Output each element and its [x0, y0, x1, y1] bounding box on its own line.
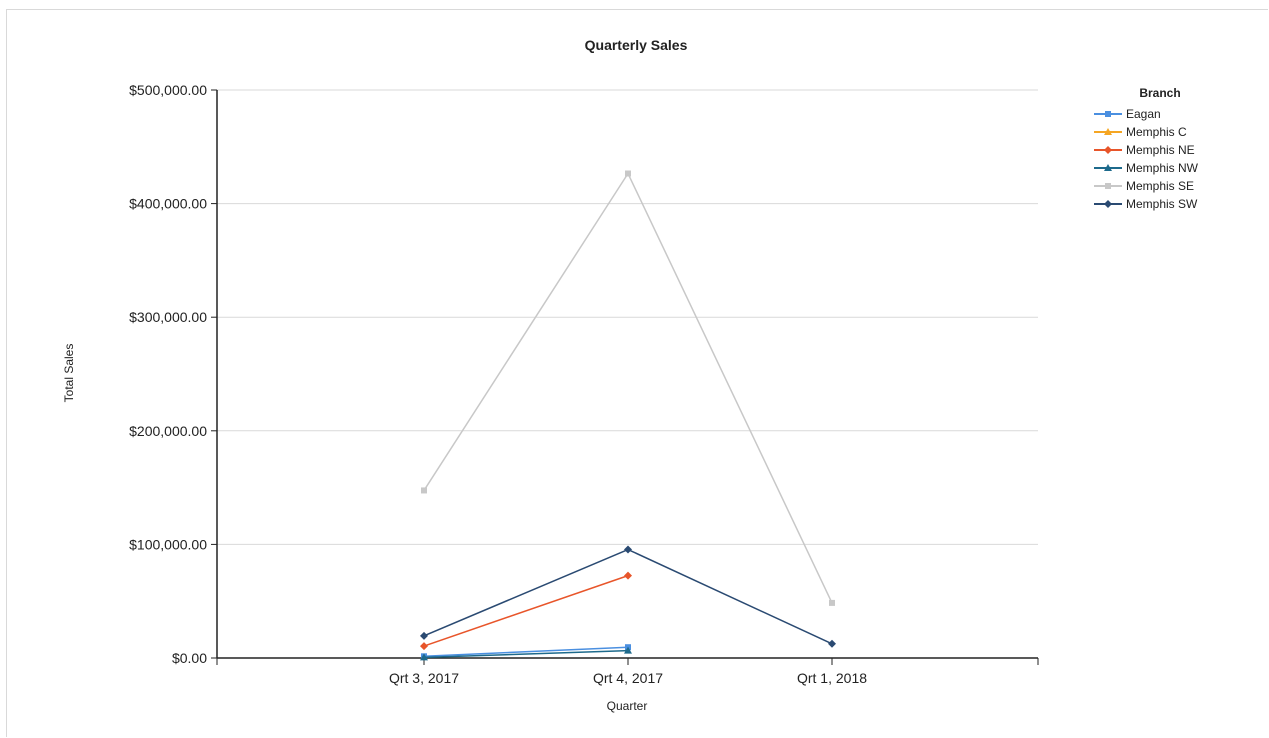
legend-label: Memphis NW [1126, 161, 1199, 175]
legend-item-memphis-nw: Memphis NW [1094, 161, 1199, 175]
legend-title: Branch [1139, 86, 1180, 100]
y-tick-label: $300,000.00 [129, 309, 207, 325]
x-tick-label: Qrt 1, 2018 [797, 670, 867, 686]
legend-item-memphis-c: Memphis C [1094, 125, 1187, 139]
series-line-eagan [423, 646, 629, 658]
x-tick-label: Qrt 4, 2017 [593, 670, 663, 686]
legend-label: Memphis NE [1126, 143, 1195, 157]
legend-item-memphis-se: Memphis SE [1094, 179, 1194, 193]
legend: Branch Eagan Memphis C Memphis NE Memphis N… [1094, 86, 1199, 211]
legend-item-eagan: Eagan [1094, 107, 1161, 121]
x-tick-label: Qrt 3, 2017 [389, 670, 459, 686]
legend-item-memphis-ne: Memphis NE [1094, 143, 1195, 157]
series-memphis-se [421, 170, 835, 606]
legend-label: Memphis C [1126, 125, 1187, 139]
legend-swatch-marker [1104, 146, 1112, 154]
y-tick-label: $0.00 [172, 650, 207, 666]
y-tick-label: $400,000.00 [129, 196, 207, 212]
data-point-memphis-sw [828, 639, 836, 648]
legend-item-memphis-sw: Memphis SW [1094, 197, 1198, 211]
series-line-memphis-se [423, 171, 833, 604]
legend-swatch-marker [1105, 183, 1111, 189]
legend-label: Eagan [1126, 107, 1161, 121]
y-axis-title: Total Sales [62, 344, 76, 403]
y-tick-label: $100,000.00 [129, 536, 207, 552]
data-point-memphis-se [421, 487, 427, 494]
data-point-memphis-ne [624, 571, 632, 580]
gridlines [217, 89, 1038, 545]
legend-label: Memphis SE [1126, 179, 1194, 193]
legend-swatch-marker [1105, 111, 1111, 117]
data-point-memphis-nw [624, 646, 632, 654]
data-point-memphis-nw [420, 653, 428, 661]
y-tick-label: $500,000.00 [129, 82, 207, 98]
series-line-memphis-sw [423, 548, 833, 645]
series-lines [420, 170, 836, 661]
data-point-memphis-ne [420, 642, 428, 651]
y-tick-label: $200,000.00 [129, 423, 207, 439]
legend-swatch-marker [1104, 200, 1112, 208]
legend-swatch-marker [1104, 164, 1112, 171]
legend-swatch-marker [1104, 128, 1112, 135]
axes: $0.00 $100,000.00 $200,000.00 $300,000.00 $4… [129, 82, 1039, 686]
series-memphis-sw [420, 545, 836, 648]
data-point-memphis-sw [624, 545, 632, 554]
chart-title: Quarterly Sales [585, 37, 688, 53]
legend-label: Memphis SW [1126, 197, 1198, 211]
data-point-memphis-se [829, 599, 835, 606]
series-line-memphis-nw [423, 649, 629, 659]
chart-frame [6, 9, 1268, 737]
data-point-memphis-se [625, 170, 631, 177]
series-line-memphis-ne [423, 574, 629, 647]
x-axis-title: Quarter [607, 699, 648, 713]
series-memphis-ne [420, 571, 632, 651]
series-memphis-nw [420, 646, 632, 661]
data-point-memphis-sw [420, 631, 428, 640]
